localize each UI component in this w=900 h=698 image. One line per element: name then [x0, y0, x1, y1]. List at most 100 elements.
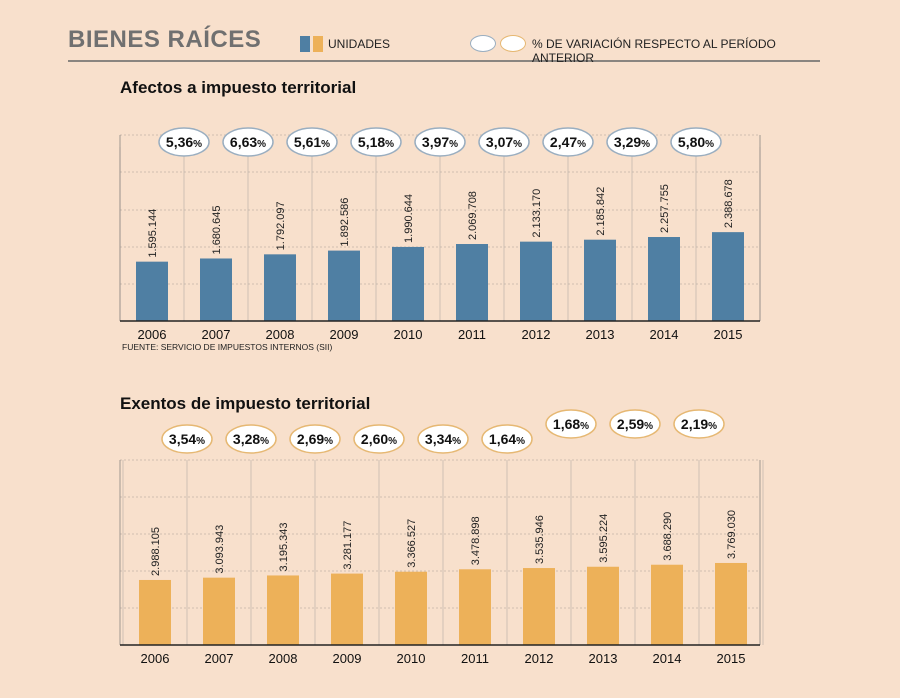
variation-oval-exentos-3 [353, 424, 405, 454]
bar-afectos-2011 [456, 244, 488, 321]
variation-label-exentos-1: 3,28% [233, 431, 269, 447]
tick-label-exentos-2012: 2012 [525, 651, 554, 666]
bar-afectos-2015 [712, 232, 744, 321]
value-label-exentos-2010: 3.366.527 [406, 519, 418, 568]
chart-exentos: 2.988.105 3.093.943 3.195.343 3.281.177 3.36… [119, 409, 764, 666]
bar-afectos-2008 [264, 254, 296, 321]
variation-label-exentos-2: 2,69% [297, 431, 333, 447]
tick-label-afectos-2012: 2012 [522, 327, 551, 342]
bar-exentos-2010 [395, 571, 427, 645]
bar-exentos-2014 [651, 564, 683, 645]
value-label-afectos-2010: 1.990.644 [403, 194, 415, 243]
bar-afectos-2014 [648, 237, 680, 321]
legend-oval-blue [470, 35, 496, 52]
variation-label-afectos-8: 5,80% [678, 134, 714, 150]
main-title: BIENES RAÍCES [68, 26, 262, 53]
legend-units-label: UNIDADES [328, 37, 391, 51]
value-label-afectos-2015: 2.388.678 [723, 179, 735, 228]
variation-label-exentos-7: 2,59% [617, 416, 653, 432]
value-label-exentos-2012: 3.535.946 [534, 515, 546, 564]
variation-oval-afectos-6 [542, 127, 594, 157]
variation-oval-afectos-3 [350, 127, 402, 157]
tick-label-afectos-2006: 2006 [138, 327, 167, 342]
variation-label-afectos-1: 6,63% [230, 134, 266, 150]
variation-oval-afectos-0 [158, 127, 210, 157]
variation-label-afectos-3: 5,18% [358, 134, 394, 150]
variation-oval-exentos-7 [609, 409, 661, 439]
variation-label-afectos-7: 3,29% [614, 134, 650, 150]
value-label-exentos-2011: 3.478.898 [470, 516, 482, 565]
tick-label-exentos-2013: 2013 [589, 651, 618, 666]
value-label-exentos-2014: 3.688.290 [662, 512, 674, 561]
bar-afectos-2013 [584, 239, 616, 321]
tick-label-exentos-2014: 2014 [653, 651, 682, 666]
tick-label-exentos-2011: 2011 [461, 651, 489, 666]
bar-exentos-2009 [331, 573, 363, 645]
bar-afectos-2010 [392, 246, 424, 321]
chart-title-afectos: Afectos a impuesto territorial [120, 78, 357, 97]
variation-oval-exentos-1 [225, 424, 277, 454]
variation-label-exentos-8: 2,19% [681, 416, 717, 432]
value-label-exentos-2007: 3.093.943 [214, 525, 226, 574]
tick-label-afectos-2014: 2014 [650, 327, 679, 342]
tick-label-afectos-2011: 2011 [458, 327, 486, 342]
tick-label-afectos-2007: 2007 [202, 327, 231, 342]
value-label-exentos-2015: 3.769.030 [726, 510, 738, 559]
bar-afectos-2009 [328, 250, 360, 321]
variation-oval-afectos-5 [478, 127, 530, 157]
variation-label-afectos-2: 5,61% [294, 134, 330, 150]
variation-oval-afectos-2 [286, 127, 338, 157]
value-label-exentos-2008: 3.195.343 [278, 523, 290, 572]
variation-label-exentos-4: 3,34% [425, 431, 461, 447]
variation-label-exentos-0: 3,54% [169, 431, 205, 447]
value-label-afectos-2008: 1.792.097 [275, 201, 287, 250]
bar-exentos-2006 [139, 579, 171, 645]
value-label-afectos-2013: 2.185.842 [595, 187, 607, 236]
bar-exentos-2012 [523, 568, 555, 645]
variation-oval-afectos-1 [222, 127, 274, 157]
bar-exentos-2007 [203, 577, 235, 645]
value-label-afectos-2011: 2.069.708 [467, 191, 479, 240]
tick-label-exentos-2010: 2010 [397, 651, 426, 666]
legend-oval-orange [500, 35, 526, 52]
value-label-afectos-2012: 2.133.170 [531, 189, 543, 238]
variation-label-exentos-5: 1,64% [489, 431, 525, 447]
header: BIENES RAÍCES UNIDADES % DE VARIACIÓN RE… [68, 22, 820, 65]
value-label-afectos-2014: 2.257.755 [659, 184, 671, 233]
bar-exentos-2008 [267, 575, 299, 645]
tick-label-exentos-2015: 2015 [717, 651, 746, 666]
legend-variation-label: % DE VARIACIÓN RESPECTO AL PERÍODO ANTER… [532, 37, 776, 65]
variation-oval-exentos-8 [673, 409, 725, 439]
value-label-exentos-2013: 3.595.224 [598, 514, 610, 563]
bar-afectos-2012 [520, 241, 552, 321]
bar-exentos-2013 [587, 566, 619, 645]
variation-oval-exentos-2 [289, 424, 341, 454]
bar-exentos-2015 [715, 562, 747, 645]
variation-oval-afectos-8 [670, 127, 722, 157]
value-label-afectos-2007: 1.680.645 [211, 206, 223, 255]
bar-afectos-2006 [136, 261, 168, 321]
variation-label-afectos-6: 2,47% [550, 134, 586, 150]
variation-label-exentos-3: 2,60% [361, 431, 397, 447]
tick-label-afectos-2015: 2015 [714, 327, 743, 342]
tick-label-exentos-2006: 2006 [141, 651, 170, 666]
tick-label-exentos-2009: 2009 [333, 651, 362, 666]
value-label-exentos-2009: 3.281.177 [342, 521, 354, 570]
variation-oval-exentos-4 [417, 424, 469, 454]
tick-label-afectos-2013: 2013 [586, 327, 615, 342]
bar-exentos-2011 [459, 569, 491, 645]
chart-title-exentos: Exentos de impuesto territorial [120, 394, 371, 413]
variation-label-afectos-5: 3,07% [486, 134, 522, 150]
value-label-afectos-2006: 1.595.144 [147, 209, 159, 258]
variation-oval-afectos-4 [414, 127, 466, 157]
tick-label-exentos-2008: 2008 [269, 651, 298, 666]
variation-oval-afectos-7 [606, 127, 658, 157]
variation-oval-exentos-5 [481, 424, 533, 454]
value-label-afectos-2009: 1.892.586 [339, 198, 351, 247]
tick-label-afectos-2010: 2010 [394, 327, 423, 342]
tick-label-exentos-2007: 2007 [205, 651, 234, 666]
variation-label-afectos-4: 3,97% [422, 134, 458, 150]
chart-afectos: 1.595.144 1.680.645 1.792.097 1.892.586 1.99… [119, 127, 761, 342]
value-label-exentos-2006: 2.988.105 [150, 527, 162, 576]
